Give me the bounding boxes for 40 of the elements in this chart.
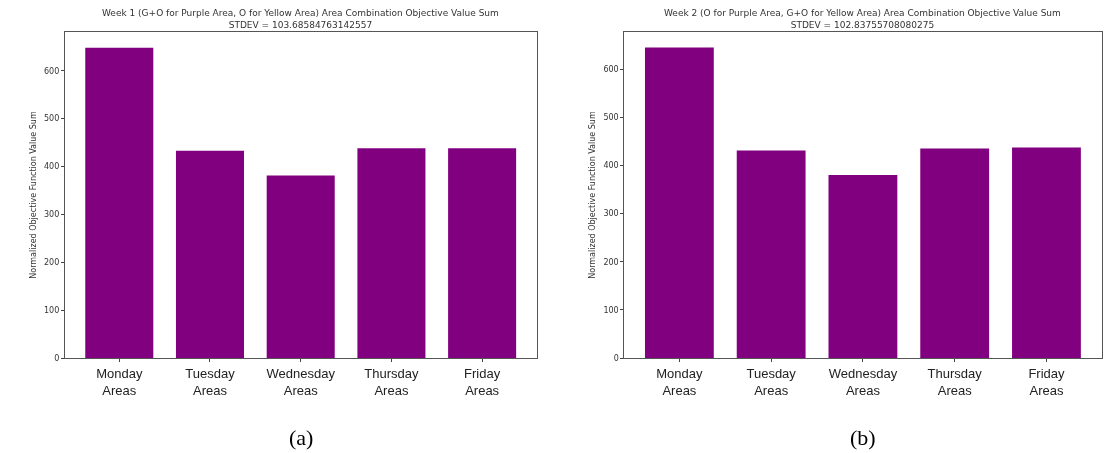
chart-title: Week 1 (G+O for Purple Area, O for Yellow Area) Area Combination Objective Value Sum STDEV = 103.68584763142557	[102, 8, 499, 30]
y-tick-label: 400	[43, 162, 60, 172]
y-tick-label: 200	[603, 257, 619, 267]
y-tick-label: 300	[43, 210, 60, 220]
bar	[357, 148, 426, 358]
y-tick-label: 600	[603, 64, 619, 74]
x-tick-label: Thursday Areas	[927, 365, 983, 398]
y-tick-label: 300	[603, 209, 619, 219]
text: (b)	[850, 425, 876, 450]
x-tick-label: Monday Areas	[656, 365, 703, 398]
x-tick-label: Friday Areas	[1028, 365, 1066, 398]
y-tick-label: 100	[43, 305, 60, 315]
y-tick-label: 400	[603, 161, 619, 171]
x-tick-label: Thursday Areas	[364, 365, 420, 398]
x-tick-label: Tuesday Areas	[746, 365, 797, 398]
y-tick-label: 600	[43, 66, 60, 76]
y-tick-label: 0	[54, 353, 60, 363]
y-tick-label: 0	[613, 353, 619, 363]
x-tick-label: Wednesday Areas	[828, 365, 898, 398]
y-tick-label: 500	[603, 113, 619, 123]
bar	[736, 150, 806, 358]
bar	[644, 47, 714, 358]
text: (a)	[289, 425, 314, 450]
x-tick-label: Friday Areas	[464, 365, 501, 398]
y-axis-title: Normalized Objective Function Value Sum	[588, 111, 598, 279]
bar	[828, 175, 898, 358]
x-tick-label: Monday Areas	[96, 365, 143, 398]
bar	[266, 175, 335, 358]
bar	[175, 150, 245, 358]
y-axis-title: Normalized Objective Function Value Sum	[28, 111, 38, 279]
bar	[85, 47, 154, 358]
bar	[448, 148, 517, 358]
y-tick-label: 100	[603, 305, 619, 315]
y-tick-label: 200	[43, 258, 60, 268]
bar	[1012, 147, 1081, 358]
y-tick-label: 500	[43, 114, 60, 124]
chart-title: Week 2 (O for Purple Area, G+O for Yellow Area) Area Combination Objective Value Sum STDEV = 102.83755708080275	[664, 8, 1061, 30]
bar	[920, 148, 990, 358]
x-tick-label: Tuesday Areas	[185, 365, 236, 398]
x-tick-label: Wednesday Areas	[266, 365, 336, 398]
